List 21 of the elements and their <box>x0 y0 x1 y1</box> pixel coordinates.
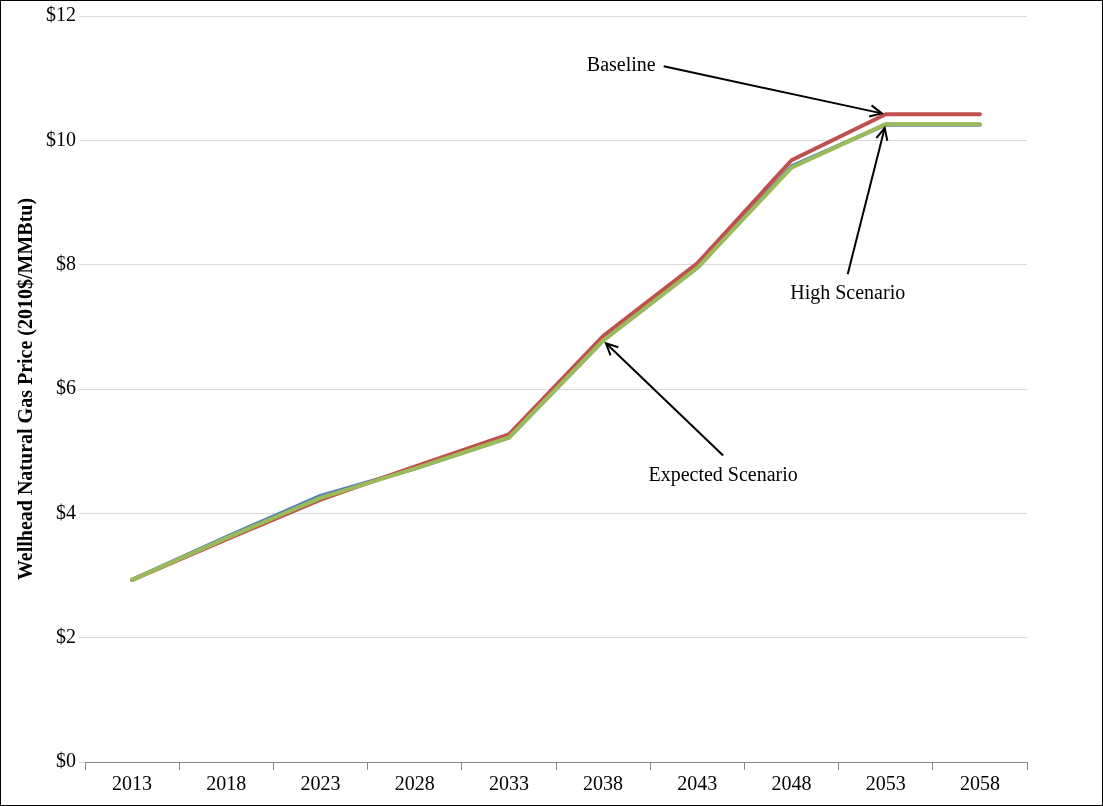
x-tick-label: 2013 <box>112 772 153 795</box>
annotation: High Scenario <box>790 281 906 305</box>
y-tick-label: $0 <box>56 749 76 772</box>
y-axis-title: Wellhead Natural Gas Price (2010$/MMBtu) <box>14 197 38 581</box>
y-tick-label: $8 <box>56 251 76 274</box>
x-tick-label: 2058 <box>959 772 1000 795</box>
y-tick-label: $10 <box>46 127 76 150</box>
x-tick-label: 2023 <box>300 772 341 795</box>
x-tick-label: 2033 <box>488 772 529 795</box>
y-tick-label: $4 <box>56 500 76 523</box>
annotation: Expected Scenario <box>648 462 798 486</box>
x-tick-label: 2038 <box>583 772 624 795</box>
annotation: Baseline <box>586 53 656 76</box>
x-tick-label: 2018 <box>206 772 247 795</box>
x-tick-label: 2028 <box>394 772 435 795</box>
x-tick-label: 2043 <box>677 772 718 795</box>
y-tick-label: $6 <box>56 376 76 399</box>
y-tick-label: $12 <box>46 3 76 26</box>
x-tick-label: 2053 <box>865 772 906 795</box>
x-tick-label: 2048 <box>771 772 812 795</box>
y-tick-label: $2 <box>56 624 76 647</box>
